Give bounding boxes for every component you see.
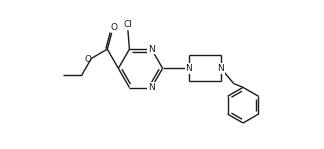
Text: N: N — [148, 83, 155, 92]
Text: N: N — [148, 45, 155, 54]
Text: O: O — [85, 55, 92, 63]
Text: N: N — [218, 64, 224, 73]
Text: Cl: Cl — [123, 20, 132, 28]
Text: O: O — [110, 23, 117, 32]
Text: N: N — [185, 64, 192, 73]
